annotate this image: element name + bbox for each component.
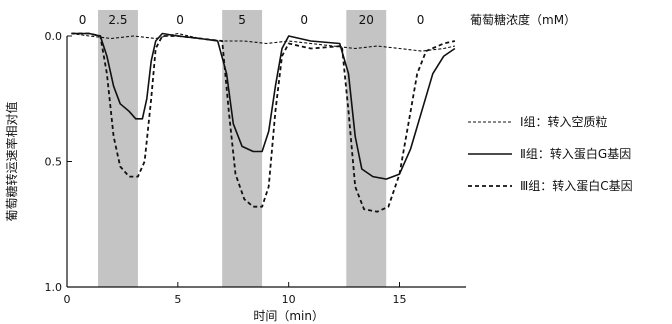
concentration-axis-label: 葡萄糖浓度（mM） xyxy=(470,12,576,27)
legend-label-1: Ⅰ组：转入空质粒 xyxy=(520,114,608,129)
series-lines xyxy=(71,32,456,213)
series-line-2 xyxy=(71,32,456,180)
series-line-1 xyxy=(71,32,456,52)
legend-label-3: Ⅲ组：转入蛋白C基因 xyxy=(520,178,633,193)
x-tick-label-2: 10 xyxy=(282,293,296,306)
series-line-3 xyxy=(71,32,456,213)
concentration-bands xyxy=(98,10,387,287)
concentration-label-2: 0 xyxy=(176,13,184,27)
concentration-label-6: 0 xyxy=(417,13,425,27)
concentration-label-3: 5 xyxy=(238,13,246,27)
x-tick-label-1: 5 xyxy=(174,293,181,306)
concentration-label-4: 0 xyxy=(300,13,308,27)
concentration-band-1 xyxy=(98,10,138,287)
concentration-label-1: 2.5 xyxy=(108,13,127,27)
x-tick-label-0: 0 xyxy=(64,293,71,306)
x-axis-label: 时间（min） xyxy=(253,309,324,323)
y-tick-label-1: 0.5 xyxy=(45,156,63,169)
x-tick-label-3: 15 xyxy=(393,293,407,306)
legend-label-2: Ⅱ组：转入蛋白G基因 xyxy=(520,146,631,161)
concentration-label-0: 0 xyxy=(79,13,87,27)
legend: Ⅰ组：转入空质粒 Ⅱ组：转入蛋白G基因 Ⅲ组：转入蛋白C基因 xyxy=(468,114,633,193)
concentration-band-3 xyxy=(222,10,263,287)
ticks: 0 5 10 15 0.0 0.5 1.0 xyxy=(45,30,407,306)
y-axis-label: 葡萄糖转运速率相对值 xyxy=(4,101,19,221)
y-tick-label-0: 0.0 xyxy=(45,30,63,43)
concentration-labels: 0 2.5 0 5 0 20 0 xyxy=(79,13,425,27)
concentration-label-5: 20 xyxy=(359,13,374,27)
y-tick-label-2: 1.0 xyxy=(45,281,63,294)
concentration-band-5 xyxy=(346,10,387,287)
